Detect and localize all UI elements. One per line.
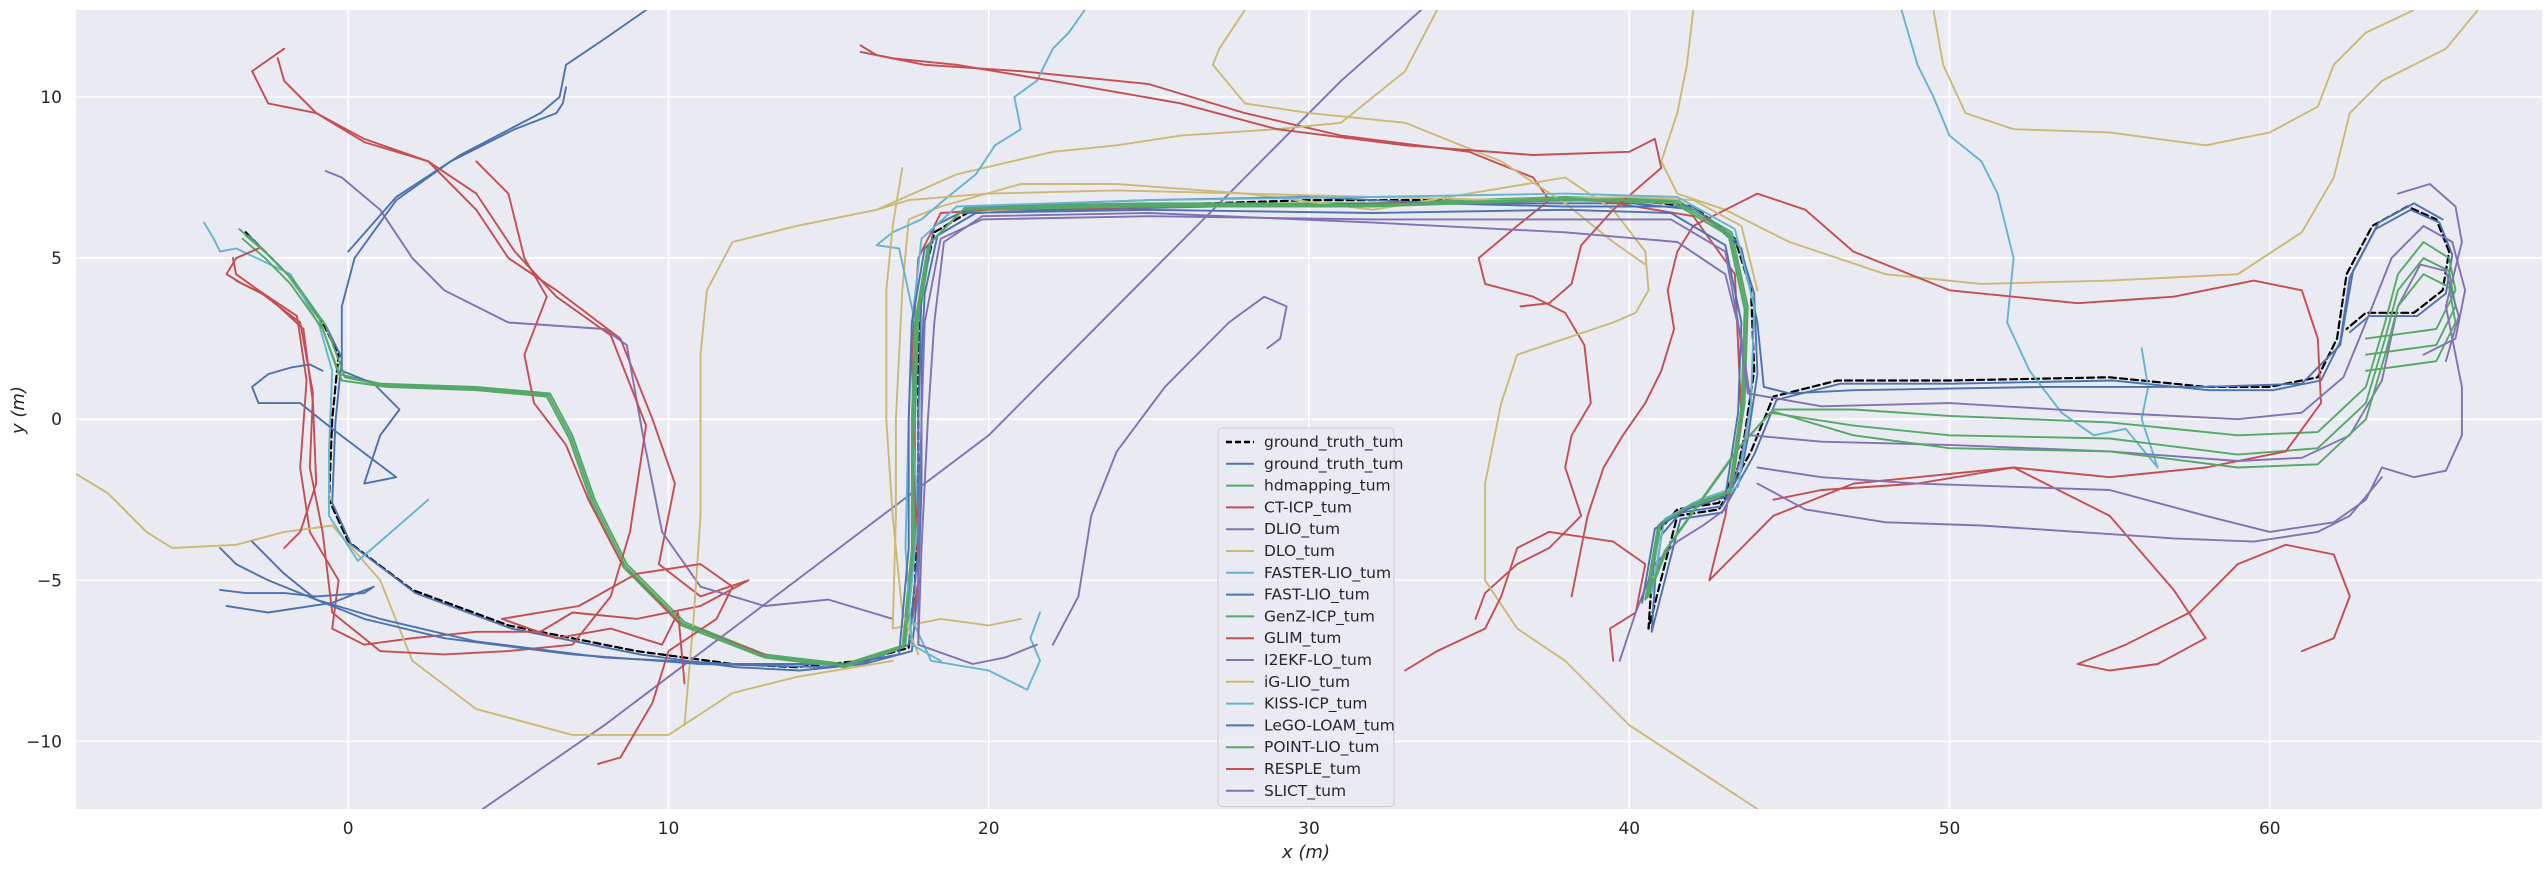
- series-line: [910, 199, 2351, 672]
- y-axis-label: y (m): [8, 386, 29, 435]
- series-line: [500, 563, 734, 765]
- series-line: [76, 472, 894, 736]
- x-tick-label: 30: [1298, 819, 1320, 839]
- series-line: [225, 247, 318, 549]
- series-line: [244, 197, 2457, 667]
- legend-label: RESPLE_tum: [1264, 760, 1361, 779]
- x-tick-label: 60: [2259, 819, 2281, 839]
- series-line: [1756, 476, 2383, 543]
- series-line: [203, 221, 430, 562]
- series-line: [1404, 530, 1647, 672]
- series-line: [1660, 10, 2479, 285]
- x-axis-label: x (m): [1281, 842, 1330, 863]
- series-line: [251, 208, 1743, 669]
- legend-label: DLO_tum: [1264, 542, 1335, 561]
- x-tick-label: 40: [1618, 819, 1640, 839]
- legend-label: FASTER-LIO_tum: [1264, 564, 1391, 583]
- series-line: [859, 50, 1663, 308]
- series-line: [347, 10, 648, 253]
- y-tick-labels: −10 −5 0 5 10: [26, 88, 62, 752]
- legend-label: POINT-LIO_tum: [1264, 738, 1380, 757]
- x-tick-labels: 0 10 20 30 40 50 60: [343, 819, 2281, 839]
- legend-box: [1217, 427, 1395, 808]
- x-tick-label: 10: [658, 819, 680, 839]
- legend-label: CT-ICP_tum: [1264, 498, 1352, 517]
- legend-label: LeGO-LOAM_tum: [1264, 716, 1395, 735]
- legend-label: ground_truth_tum: [1264, 455, 1404, 474]
- legend-label: iG-LIO_tum: [1264, 673, 1350, 692]
- series-line: [1211, 10, 1647, 266]
- series-line: [875, 10, 1086, 691]
- y-tick-label: 0: [51, 410, 62, 430]
- legend-label: GenZ-ICP_tum: [1264, 607, 1375, 626]
- legend-label: GLIM_tum: [1264, 629, 1341, 648]
- series-lines: [76, 10, 2479, 809]
- legend-label: I2EKF-LO_tum: [1264, 651, 1372, 670]
- legend-label: ground_truth_tum: [1264, 433, 1404, 452]
- x-tick-label: 50: [1939, 819, 1961, 839]
- x-tick-label: 20: [978, 819, 1000, 839]
- series-line: [241, 199, 2457, 669]
- y-tick-label: 10: [40, 88, 62, 108]
- series-line: [1051, 295, 1288, 646]
- legend-label: KISS-ICP_tum: [1264, 695, 1368, 714]
- legend-label: DLIO_tum: [1264, 520, 1340, 539]
- series-line: [917, 215, 2467, 646]
- x-tick-label: 0: [343, 819, 354, 839]
- series-line: [235, 47, 648, 656]
- series-line: [251, 86, 567, 485]
- y-tick-label: 5: [51, 249, 62, 269]
- series-line: [1570, 192, 2322, 598]
- series-line: [324, 170, 894, 620]
- series-line: [1756, 183, 2463, 533]
- y-tick-label: −5: [37, 571, 62, 591]
- y-tick-label: −10: [26, 732, 62, 752]
- series-line: [219, 585, 375, 614]
- series-line: [917, 212, 1752, 665]
- legend-label: hdmapping_tum: [1264, 477, 1391, 496]
- legend: ground_truth_tum ground_truth_tum hdmappin…: [1217, 427, 1404, 808]
- series-line: [1932, 10, 2415, 147]
- series-line: [859, 44, 1592, 620]
- legend-label: FAST-LIO_tum: [1264, 586, 1370, 605]
- legend-label: SLICT_tum: [1264, 782, 1346, 801]
